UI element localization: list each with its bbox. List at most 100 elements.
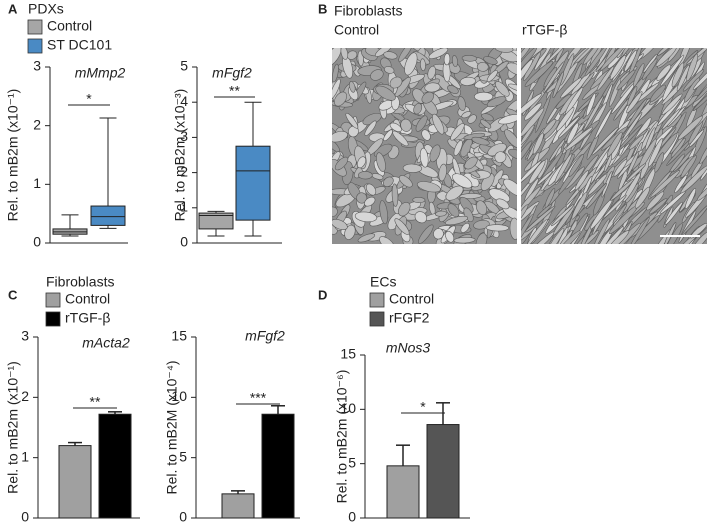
cell bbox=[414, 211, 428, 224]
cell bbox=[521, 59, 533, 88]
cell bbox=[545, 48, 572, 64]
cell bbox=[376, 152, 386, 172]
cell bbox=[421, 91, 435, 104]
y-tick-label: 10 bbox=[171, 388, 187, 404]
cell bbox=[334, 156, 349, 171]
cell bbox=[671, 62, 685, 88]
chart-title: mMmp2 bbox=[75, 65, 126, 81]
cell bbox=[471, 136, 490, 146]
cell bbox=[627, 98, 648, 128]
bar bbox=[261, 413, 295, 519]
cell bbox=[521, 186, 541, 213]
cell bbox=[467, 114, 477, 124]
y-tick-label: 4 bbox=[180, 93, 188, 109]
cell bbox=[429, 144, 441, 163]
cell bbox=[680, 165, 707, 194]
cell bbox=[474, 91, 494, 102]
cell bbox=[503, 178, 517, 197]
cell bbox=[644, 127, 656, 151]
cell bbox=[584, 48, 609, 77]
cell bbox=[365, 183, 377, 196]
cell bbox=[332, 78, 341, 100]
panel-letter: A bbox=[8, 1, 18, 16]
cell bbox=[356, 156, 367, 169]
cell bbox=[661, 93, 683, 115]
legend-label: rTGF-β bbox=[65, 310, 110, 326]
cell bbox=[364, 120, 377, 136]
cell bbox=[332, 206, 338, 218]
cell bbox=[444, 215, 469, 226]
legend-label: Control bbox=[65, 291, 110, 307]
bar bbox=[426, 424, 460, 519]
cell bbox=[398, 175, 413, 188]
cell bbox=[552, 71, 564, 99]
cell bbox=[483, 56, 498, 65]
cell bbox=[508, 148, 517, 160]
cell bbox=[613, 159, 628, 177]
cell bbox=[480, 173, 495, 191]
cell bbox=[694, 78, 707, 102]
y-tick-label: 3 bbox=[33, 58, 41, 74]
cell bbox=[607, 230, 630, 244]
panel-heading: Fibroblasts bbox=[334, 3, 402, 19]
cell bbox=[521, 140, 533, 166]
cell bbox=[504, 129, 517, 148]
y-tick-label: 5 bbox=[179, 448, 187, 464]
cell bbox=[524, 102, 543, 121]
legend-swatch bbox=[45, 311, 61, 327]
cell bbox=[628, 216, 650, 244]
image-label: Control bbox=[334, 22, 379, 38]
cell bbox=[556, 107, 575, 132]
panel-letter: C bbox=[8, 287, 18, 302]
cell bbox=[594, 108, 613, 139]
cell bbox=[654, 152, 665, 173]
cell bbox=[435, 210, 447, 217]
box bbox=[235, 145, 271, 221]
cell bbox=[364, 196, 376, 207]
cell bbox=[498, 113, 517, 125]
significance-label: ** bbox=[90, 394, 101, 410]
cell bbox=[536, 203, 553, 219]
cell bbox=[428, 48, 449, 59]
cell bbox=[375, 85, 396, 101]
cell bbox=[398, 48, 413, 62]
cell bbox=[633, 63, 645, 87]
box bbox=[90, 205, 126, 226]
cell bbox=[418, 224, 434, 244]
y-tick-label: 0 bbox=[21, 509, 29, 525]
cell bbox=[656, 64, 672, 81]
y-tick-label: 5 bbox=[348, 454, 356, 470]
cell bbox=[686, 53, 699, 82]
cell bbox=[677, 115, 704, 140]
cell bbox=[412, 51, 430, 65]
cell bbox=[574, 170, 589, 191]
cell bbox=[453, 236, 476, 244]
cell bbox=[447, 85, 459, 94]
cell bbox=[655, 48, 677, 67]
cell bbox=[451, 55, 458, 68]
cell bbox=[421, 129, 431, 141]
cell bbox=[626, 151, 640, 176]
y-tick-label: 3 bbox=[21, 328, 29, 344]
y-tick-label: 2 bbox=[33, 116, 41, 132]
panel-letter: D bbox=[318, 287, 327, 302]
cell bbox=[415, 115, 428, 132]
cell bbox=[389, 76, 403, 89]
cell bbox=[383, 129, 393, 142]
cell bbox=[596, 66, 615, 91]
cell bbox=[628, 134, 645, 150]
cell bbox=[332, 130, 348, 143]
cell bbox=[349, 81, 356, 93]
cell bbox=[521, 93, 543, 119]
cell bbox=[445, 230, 455, 243]
cell bbox=[583, 48, 601, 65]
cell bbox=[571, 191, 588, 220]
cell bbox=[392, 130, 409, 147]
cell bbox=[650, 169, 681, 198]
legend-label: rFGF2 bbox=[389, 310, 430, 326]
cell bbox=[413, 103, 423, 115]
y-tick-label: 0 bbox=[348, 509, 356, 525]
legend-label: ST DC101 bbox=[47, 37, 112, 53]
cell bbox=[332, 48, 342, 67]
cell bbox=[461, 111, 472, 119]
